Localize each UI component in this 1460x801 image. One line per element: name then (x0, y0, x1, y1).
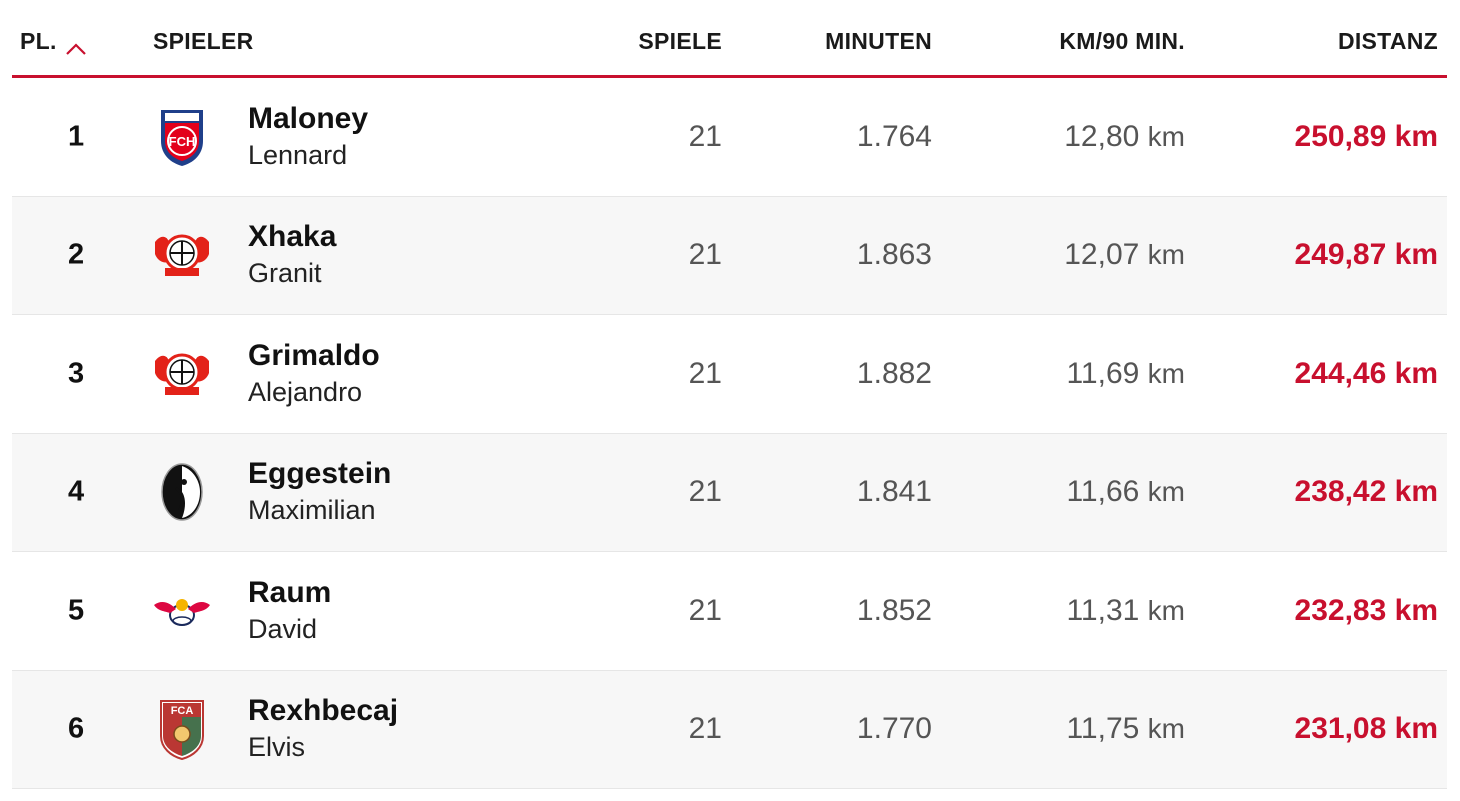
minutes-cell: 1.770 (856, 712, 932, 746)
player-last-name: Raum (248, 575, 332, 609)
column-header-player[interactable]: SPIELER (153, 28, 254, 54)
rank-cell: 4 (68, 475, 85, 508)
table-row[interactable]: 5 Raum David 21 1.852 11,31 km 232,83 km (12, 552, 1447, 671)
km-unit: km (1147, 713, 1185, 745)
km-per-90-value: 11,69 (1066, 356, 1140, 390)
player-name[interactable]: Grimaldo Alejandro (248, 338, 380, 410)
games-cell: 21 (688, 356, 722, 390)
column-header-km-per-90[interactable]: KM/90 MIN. (1059, 28, 1185, 54)
player-name[interactable]: Xhaka Granit (248, 219, 336, 291)
km-per-90-value: 11,75 (1066, 712, 1140, 746)
player-first-name: Lennard (248, 139, 348, 170)
table-header: PL. SPIELER SPIELE MINUTEN KM/90 MIN. DI… (12, 0, 1447, 78)
km-unit: km (1147, 476, 1185, 508)
player-first-name: Maximilian (248, 495, 376, 526)
player-last-name: Eggestein (248, 457, 392, 491)
km-per-90-value: 12,80 (1064, 119, 1140, 153)
player-name[interactable]: Maloney Lennard (248, 101, 368, 173)
player-last-name: Xhaka (248, 220, 337, 254)
player-name[interactable]: Eggestein Maximilian (248, 456, 391, 528)
km-per-90-cell: 11,69 km (1066, 357, 1185, 391)
distance-cell: 244,46 km (1294, 356, 1438, 390)
km-unit: km (1147, 239, 1185, 271)
leipzig-crest-icon (152, 579, 212, 643)
table-row[interactable]: 4 Eggestein Maximilian 21 1.841 11,66 km… (12, 433, 1447, 552)
player-first-name: David (248, 613, 318, 644)
minutes-cell: 1.882 (856, 356, 932, 390)
column-header-distance[interactable]: DISTANZ (1337, 28, 1438, 54)
leverkusen-crest-icon (152, 342, 212, 406)
minutes-cell: 1.852 (856, 593, 932, 627)
minutes-cell: 1.764 (856, 119, 932, 153)
km-per-90-cell: 11,31 km (1066, 594, 1185, 628)
rank-cell: 6 (68, 712, 85, 745)
player-name[interactable]: Rexhbecaj Elvis (248, 693, 398, 765)
games-cell: 21 (688, 593, 722, 627)
km-per-90-value: 12,07 (1064, 238, 1140, 272)
player-last-name: Maloney (248, 101, 369, 135)
games-cell: 21 (688, 238, 722, 272)
distance-cell: 249,87 km (1294, 238, 1438, 272)
table-row[interactable]: 6 FCA Rexhbecaj Elvis 21 1.770 11,75 km … (12, 670, 1447, 789)
distance-cell: 238,42 km (1294, 475, 1438, 509)
minutes-cell: 1.841 (856, 475, 932, 509)
table-row[interactable]: 1 FCH Maloney Lennard 21 1.764 12,80 km … (12, 78, 1447, 197)
km-unit: km (1147, 594, 1185, 626)
rank-cell: 5 (68, 594, 85, 627)
leverkusen-crest-icon (152, 223, 212, 287)
rank-cell: 1 (68, 120, 85, 153)
column-header-rank[interactable]: PL. (20, 28, 87, 55)
distance-cell: 250,89 km (1294, 119, 1438, 153)
player-first-name: Elvis (248, 732, 306, 763)
heidenheim-crest-icon: FCH (152, 105, 212, 169)
km-per-90-value: 11,31 (1066, 593, 1140, 627)
rank-header-label: PL. (20, 28, 57, 54)
km-per-90-value: 11,66 (1066, 475, 1140, 509)
chevron-up-icon[interactable] (65, 35, 87, 55)
distance-cell: 231,08 km (1294, 712, 1438, 746)
minutes-cell: 1.863 (856, 238, 932, 272)
distance-stats-table: PL. SPIELER SPIELE MINUTEN KM/90 MIN. DI… (12, 0, 1447, 789)
column-header-minutes[interactable]: MINUTEN (825, 28, 932, 54)
player-last-name: Grimaldo (248, 338, 380, 372)
km-per-90-cell: 11,66 km (1066, 475, 1185, 509)
games-cell: 21 (688, 712, 722, 746)
augsburg-crest-icon: FCA (152, 697, 212, 761)
distance-cell: 232,83 km (1294, 593, 1438, 627)
km-per-90-cell: 12,80 km (1064, 120, 1185, 154)
player-last-name: Rexhbecaj (248, 694, 399, 728)
km-unit: km (1147, 357, 1185, 389)
km-unit: km (1147, 120, 1185, 152)
km-per-90-cell: 12,07 km (1064, 238, 1185, 272)
table-row[interactable]: 3 Grimaldo Alejandro 21 1.882 11,69 km 2… (12, 315, 1447, 434)
table-row[interactable]: 2 Xhaka Granit 21 1.863 12,07 km 249,87 … (12, 196, 1447, 315)
rank-cell: 3 (68, 357, 85, 390)
svg-text:FCH: FCH (169, 134, 196, 149)
games-cell: 21 (688, 475, 722, 509)
player-name[interactable]: Raum David (248, 575, 331, 647)
games-cell: 21 (688, 119, 722, 153)
km-per-90-cell: 11,75 km (1066, 712, 1185, 746)
player-first-name: Granit (248, 258, 322, 289)
player-first-name: Alejandro (248, 376, 363, 407)
rank-cell: 2 (68, 238, 85, 271)
freiburg-crest-icon (152, 460, 212, 524)
column-header-games[interactable]: SPIELE (638, 28, 722, 54)
svg-text:FCA: FCA (171, 705, 194, 717)
